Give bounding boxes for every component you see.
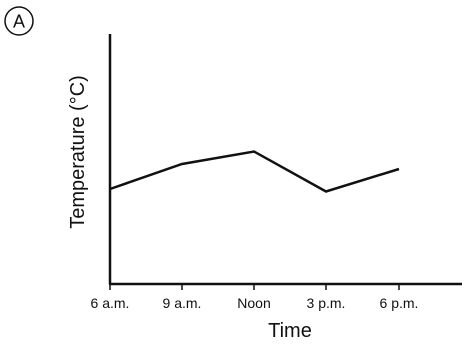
x-tick-label-1: 9 a.m.: [163, 295, 202, 311]
panel-badge-letter: A: [13, 12, 25, 32]
series-layer: [109, 150, 400, 193]
x-tick-label-4: 6 p.m.: [380, 295, 419, 311]
x-axis-title: Time: [268, 320, 312, 342]
x-tick-label-3: 3 p.m.: [307, 295, 346, 311]
panel-badge-circle: [4, 6, 34, 36]
series-line-temperature: [109, 150, 400, 193]
y-axis-title: Temperature (°C): [67, 75, 89, 229]
x-tick-label-0: 6 a.m.: [91, 295, 130, 311]
x-axis-ticks: 6 a.m. 9 a.m. Noon 3 p.m. 6 p.m.: [91, 284, 419, 311]
x-tick-label-2: Noon: [237, 295, 270, 311]
panel-badge: A: [4, 6, 34, 36]
